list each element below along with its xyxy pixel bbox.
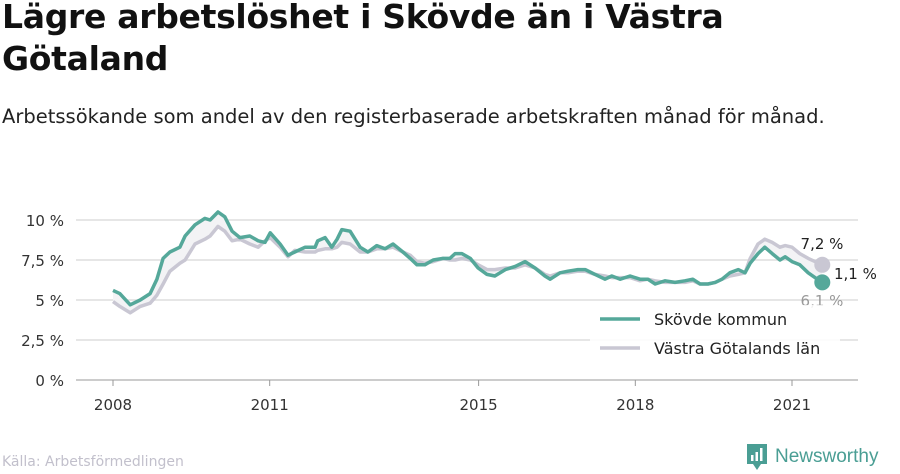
y-tick-label: 10 %: [26, 212, 64, 230]
y-tick-label: 0 %: [35, 372, 64, 390]
y-tick-label: 2,5 %: [21, 332, 64, 350]
y-tick-label: 5 %: [35, 292, 64, 310]
end-point-vastra-gotaland: [814, 256, 831, 273]
brand-name: Newsworthy: [775, 446, 879, 467]
series-line-skovde: [112, 210, 824, 307]
brand-logo[interactable]: Newsworthy: [745, 442, 878, 472]
x-tick-label: 2008: [94, 396, 132, 414]
y-tick-label: 7,5 %: [21, 252, 64, 270]
legend-label-vastra-gotaland: Västra Götalands län: [654, 339, 820, 358]
x-tick-label: 2011: [251, 396, 289, 414]
legend-label-skovde: Skövde kommun: [654, 310, 787, 329]
x-tick-label: 2018: [616, 396, 654, 414]
x-tick-label: 2015: [460, 396, 498, 414]
chart-title: Lägre arbetslöshet i Skövde än i Västra …: [2, 0, 724, 78]
newsworthy-logo-icon: [747, 444, 767, 470]
end-point-skovde: [814, 274, 831, 291]
x-tick-label: 2021: [773, 396, 811, 414]
legend: Skövde kommun Västra Götalands län: [590, 305, 840, 367]
chart-subtitle: Arbetssökande som andel av den registerb…: [2, 105, 825, 128]
difference-label: 1,1 %: [834, 265, 877, 283]
source-note: Källa: Arbetsförmedlingen: [2, 454, 184, 470]
end-label-vastra-gotaland: 7,2 %: [801, 235, 844, 253]
